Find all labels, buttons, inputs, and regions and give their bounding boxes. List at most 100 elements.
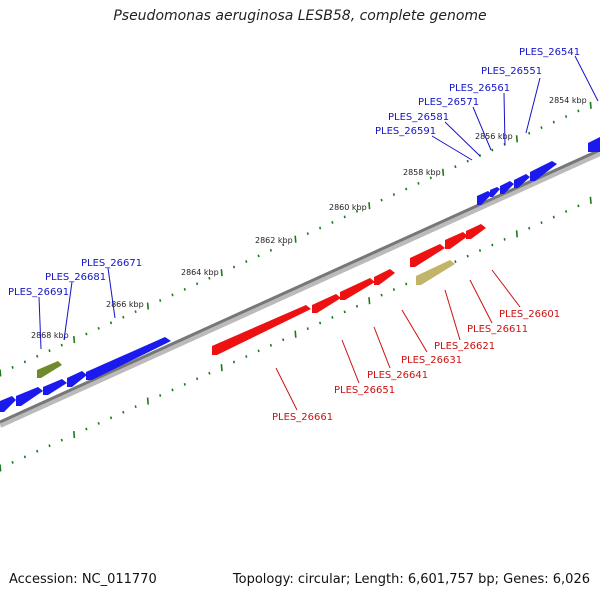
minor-tick	[257, 349, 260, 353]
gene-label[interactable]: PLES_26651	[334, 385, 395, 396]
gene-label[interactable]: PLES_26671	[81, 258, 142, 269]
genome-backbone-shadow	[0, 150, 600, 428]
gene-label[interactable]: PLES_26601	[499, 309, 560, 320]
forward-genes	[0, 137, 600, 412]
minor-tick	[60, 438, 63, 442]
minor-tick	[343, 310, 346, 314]
map-title: Pseudomonas aeruginosa LESB58, complete …	[113, 8, 487, 24]
pseudogene-reverse[interactable]	[416, 260, 455, 285]
major-tick	[368, 297, 371, 305]
gene-label[interactable]: PLES_26571	[418, 97, 479, 108]
gene-label[interactable]: PLES_26641	[367, 370, 428, 381]
minor-tick	[269, 343, 272, 347]
gene-label[interactable]: PLES_26691	[8, 287, 69, 298]
major-tick	[515, 230, 518, 238]
major-tick	[515, 135, 518, 143]
minor-tick	[196, 377, 199, 381]
gene-label[interactable]: PLES_26561	[449, 83, 510, 94]
major-tick	[368, 202, 371, 210]
minor-tick	[577, 204, 580, 208]
gene-label[interactable]: PLES_26551	[481, 66, 542, 77]
minor-tick	[85, 332, 88, 336]
minor-tick	[257, 254, 260, 258]
minor-tick	[454, 260, 457, 264]
minor-tick	[282, 338, 285, 342]
gene-forward[interactable]	[43, 379, 67, 395]
gene-forward[interactable]	[16, 387, 43, 406]
minor-tick	[36, 449, 39, 453]
gene-label[interactable]: PLES_26541	[519, 47, 580, 58]
gene-label[interactable]: PLES_26581	[388, 112, 449, 123]
reverse-genes	[212, 224, 486, 355]
gene-reverse[interactable]	[312, 294, 341, 313]
minor-tick	[23, 455, 26, 459]
kbp-label: 2868 kbp	[31, 331, 69, 340]
major-tick	[0, 369, 2, 377]
gene-label[interactable]: PLES_26611	[467, 324, 528, 335]
minor-tick	[380, 198, 383, 202]
kbp-label: 2862 kbp	[255, 236, 293, 245]
gene-label[interactable]: PLES_26621	[434, 341, 495, 352]
gene-forward[interactable]	[86, 337, 171, 380]
major-tick	[146, 397, 149, 405]
minor-tick	[491, 148, 494, 152]
minor-tick	[466, 254, 469, 258]
minor-tick	[355, 209, 359, 213]
minor-tick	[134, 405, 137, 409]
gene-forward[interactable]	[477, 191, 492, 205]
minor-tick	[528, 131, 531, 135]
gene-label[interactable]: PLES_26631	[401, 355, 462, 366]
gene-label[interactable]: PLES_26661	[272, 412, 333, 423]
gene-reverse[interactable]	[374, 269, 395, 285]
gene-label[interactable]: PLES_26591	[375, 126, 436, 137]
major-tick	[220, 364, 223, 372]
minor-tick	[245, 355, 248, 358]
minor-tick	[122, 315, 125, 319]
minor-tick	[109, 416, 113, 420]
gene-reverse[interactable]	[212, 305, 311, 355]
minor-tick	[380, 293, 383, 297]
pseudogene-forward[interactable]	[37, 361, 62, 378]
minor-tick	[60, 343, 63, 347]
gene-reverse[interactable]	[340, 278, 375, 300]
minor-tick	[109, 321, 113, 325]
gene-forward[interactable]	[588, 137, 600, 152]
minor-tick	[232, 360, 236, 364]
gene-forward[interactable]	[0, 396, 16, 412]
reverse-leader-lines	[275, 269, 521, 411]
minor-tick	[306, 327, 309, 330]
kbp-label: 2860 kbp	[329, 203, 367, 212]
minor-tick	[282, 243, 285, 247]
gene-label[interactable]: PLES_26681	[45, 272, 106, 283]
minor-tick	[97, 421, 100, 425]
major-tick	[442, 168, 445, 176]
gene-reverse[interactable]	[410, 244, 445, 267]
gene-forward[interactable]	[490, 187, 500, 197]
minor-tick	[552, 120, 555, 124]
minor-tick	[48, 444, 51, 448]
minor-tick	[48, 349, 51, 353]
minor-tick	[528, 226, 531, 230]
gene-forward[interactable]	[500, 181, 514, 194]
minor-tick	[405, 282, 408, 286]
minor-tick	[540, 221, 543, 225]
gene-forward[interactable]	[67, 371, 87, 387]
minor-tick	[331, 221, 334, 224]
minor-tick	[491, 243, 494, 247]
kbp-label: 2864 kbp	[181, 268, 219, 277]
minor-tick	[565, 210, 568, 213]
major-tick	[294, 330, 297, 338]
major-tick	[294, 235, 297, 243]
kbp-label: 2866 kbp	[106, 300, 144, 309]
minor-tick	[565, 115, 568, 118]
gene-forward[interactable]	[530, 161, 557, 181]
minor-tick	[540, 126, 543, 130]
minor-tick	[417, 182, 420, 185]
kbp-label: 2856 kbp	[475, 132, 513, 141]
minor-tick	[171, 388, 174, 392]
gene-forward[interactable]	[514, 174, 530, 188]
gene-reverse[interactable]	[445, 232, 468, 249]
gene-reverse[interactable]	[466, 224, 486, 239]
minor-tick	[355, 304, 359, 308]
